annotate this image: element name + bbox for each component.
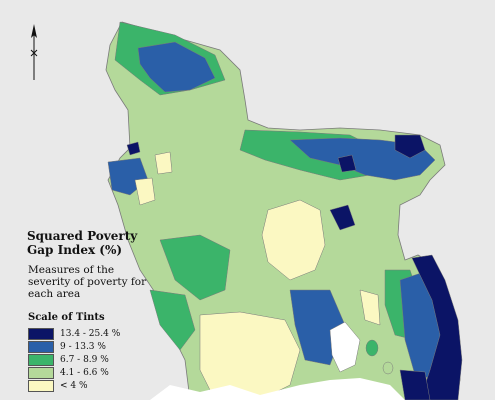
legend-label: < 4 % [60, 381, 88, 391]
legend-item: 13.4 - 25.4 % [28, 328, 120, 340]
legend-swatch [28, 328, 54, 340]
region-13-4-to-25-4-centre [329, 204, 356, 231]
legend-item: 6.7 - 8.9 % [28, 354, 120, 366]
bay-of-bengal [150, 378, 405, 400]
river-estuary [329, 321, 361, 373]
region-13-4-to-25-4-north [337, 154, 357, 173]
region-under-4-central [261, 199, 326, 281]
legend-scale-title: Scale of Tints [28, 312, 105, 323]
island [382, 361, 394, 375]
region-9-to-13-3-northwest [137, 41, 216, 93]
legend-swatch [28, 354, 54, 366]
island [365, 339, 379, 357]
north-arrow-icon [30, 24, 38, 80]
region-13-4-to-25-4-northeast [394, 134, 426, 159]
region-under-4-west [134, 177, 156, 206]
legend-label: 6.7 - 8.9 % [60, 355, 109, 365]
region-13-4-to-25-4-west [126, 141, 141, 156]
region-under-4-delta [359, 289, 381, 326]
legend-description: Measures of the severity of poverty for … [28, 264, 147, 300]
legend-swatch [28, 341, 54, 353]
region-6-7-to-8-9-southwest [149, 289, 196, 351]
legend-item: < 4 % [28, 380, 120, 392]
region-13-4-to-25-4-southeast-coast [411, 254, 463, 400]
region-13-4-to-25-4-south-coast [399, 369, 431, 400]
region-under-4-south [199, 311, 301, 400]
region-6-7-to-8-9-centre [159, 234, 231, 301]
legend-item: 4.1 - 6.6 % [28, 367, 120, 379]
legend-label: 13.4 - 25.4 % [60, 329, 121, 339]
legend-swatch [28, 380, 54, 392]
legend-label: 9 - 13.3 % [60, 342, 106, 352]
legend-title: Squared Poverty Gap Index (%) [27, 229, 138, 257]
region-under-4-north [154, 151, 173, 175]
legend-label: 4.1 - 6.6 % [60, 368, 109, 378]
legend-items: 13.4 - 25.4 % 9 - 13.3 % 6.7 - 8.9 % 4.1… [28, 328, 120, 393]
legend-item: 9 - 13.3 % [28, 341, 120, 353]
legend-swatch [28, 367, 54, 379]
